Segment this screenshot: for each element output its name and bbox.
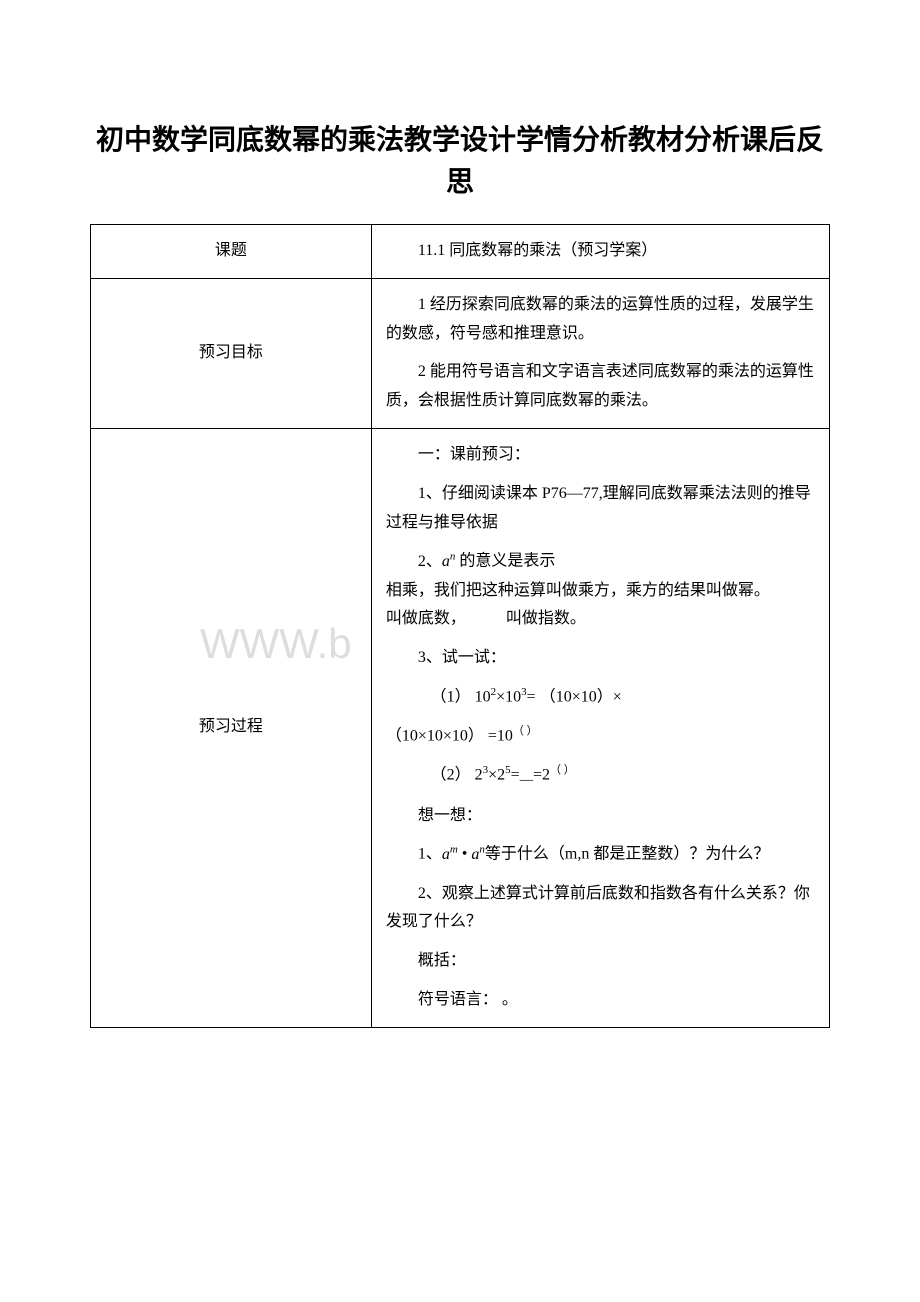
text-fragment: 叫做底数， [386,610,466,627]
text-fragment: 等于什么（m,n 都是正整数）？为什么？ [485,846,769,863]
text-fragment: （1） [431,688,471,705]
text-fragment: 相乘，我们把这种运算叫做乘方，乘方的结果叫做幂。 [386,582,770,599]
table-row: 预习过程 一：课前预习： 1、仔细阅读课本 P76—77,理解同底数幂乘法法则的… [91,428,830,1027]
equation-2: （2） 23×25=—=2（ ） [431,761,815,792]
table-row: 课题 11.1 同底数幂的乘法（预习学案） [91,225,830,279]
text-fragment: （10×10×10） [386,727,484,744]
table-row: 预习目标 1 经历探索同底数幂的乘法的运算性质的过程，发展学生的数感，符号感和推… [91,278,830,428]
prep-item-2: 2、an 的意义是表示 相乘，我们把这种运算叫做乘方，乘方的结果叫做幂。 叫做底… [386,547,815,634]
text-fragment: （2） [431,766,471,783]
equation-1: （1） 102×103= （10×10）× [431,683,815,712]
row-content: 一：课前预习： 1、仔细阅读课本 P76—77,理解同底数幂乘法法则的推导过程与… [371,428,829,1027]
text-fragment: 的意义是表示 [455,553,555,570]
row-label: 预习过程 [91,428,372,1027]
row-content: 11.1 同底数幂的乘法（预习学案） [371,225,829,279]
objective-2: 2 能用符号语言和文字语言表述同底数幂的乘法的运算性质，会根据性质计算同底数幂的… [386,358,815,416]
text-fragment: 1、 [418,846,442,863]
text-fragment: 2、 [418,553,442,570]
text-fragment: （10×10）× [540,688,622,705]
text-fragment: 叫做指数。 [506,610,586,627]
row-content: 1 经历探索同底数幂的乘法的运算性质的过程，发展学生的数感，符号感和推理意识。 … [371,278,829,428]
symbol-language: 符号语言： 。 [386,986,815,1015]
question-1: 1、am • an等于什么（m,n 都是正整数）？为什么？ [386,840,815,869]
section-heading: 一：课前预习： [386,441,815,470]
lesson-topic: 11.1 同底数幂的乘法（预习学案） [386,237,815,266]
document-title: 初中数学同底数幂的乘法教学设计学情分析教材分析课后反思 [90,120,830,204]
objective-1: 1 经历探索同底数幂的乘法的运算性质的过程，发展学生的数感，符号感和推理意识。 [386,291,815,349]
prep-item-1: 1、仔细阅读课本 P76—77,理解同底数幂乘法法则的推导过程与推导依据 [386,480,815,538]
question-2: 2、观察上述算式计算前后底数和指数各有什么关系？你发现了什么？ [386,880,815,938]
equation-1-cont: （10×10×10） =10（ ） [386,722,815,751]
summary-label: 概括： [386,947,815,976]
content-table: 课题 11.1 同底数幂的乘法（预习学案） 预习目标 1 经历探索同底数幂的乘法… [90,224,830,1028]
row-label: 预习目标 [91,278,372,428]
think-heading: 想一想： [386,802,815,831]
prep-item-3: 3、试一试： [386,644,815,673]
row-label: 课题 [91,225,372,279]
